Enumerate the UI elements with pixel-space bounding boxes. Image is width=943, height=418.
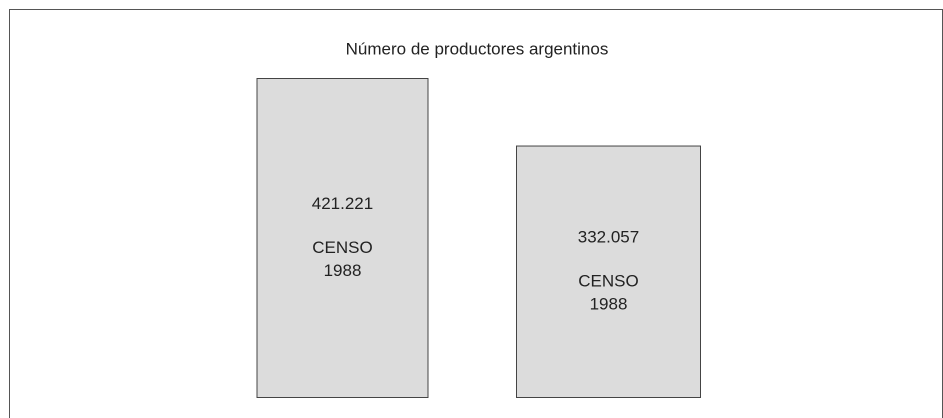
bar	[516, 145, 701, 398]
category-label: 1988	[590, 295, 628, 314]
frame	[9, 9, 943, 418]
value-label: 332.057	[578, 228, 639, 247]
category-label: 1988	[324, 261, 362, 280]
category-label: CENSO	[578, 272, 638, 291]
chart-title: Número de productores argentinos	[346, 39, 609, 58]
bar	[256, 78, 429, 398]
value-label: 421.221	[312, 194, 373, 213]
category-label: CENSO	[312, 238, 372, 257]
